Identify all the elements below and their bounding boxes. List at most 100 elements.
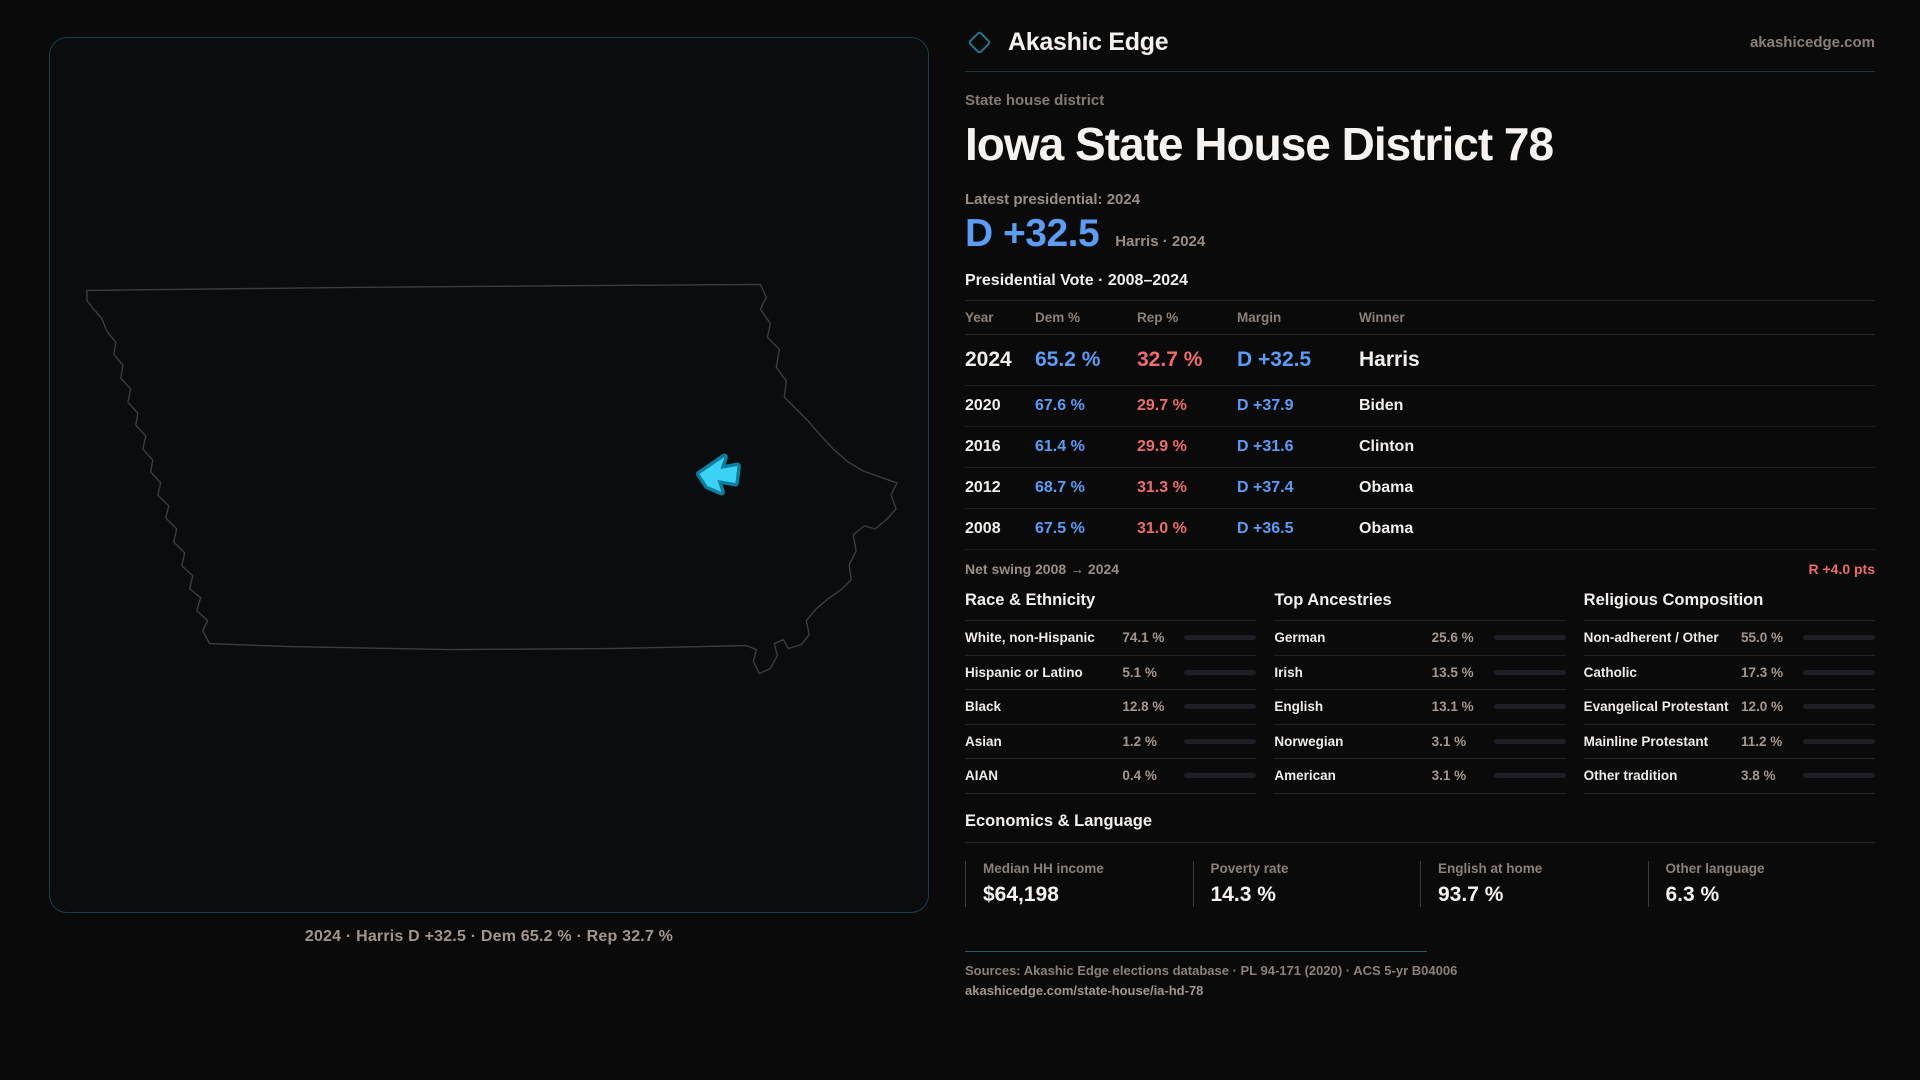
demo-value: 17.3 % xyxy=(1741,664,1784,680)
demo-label: Norwegian xyxy=(1274,733,1344,749)
table-row: 2008 67.5 % 31.0 % D +36.5 Obama xyxy=(965,509,1875,550)
winner-cell: Biden xyxy=(1359,397,1404,414)
brand: Akashic Edge xyxy=(965,28,1169,57)
demo-bar xyxy=(1803,635,1875,641)
kicker: State house district xyxy=(965,92,1105,109)
demo-label: White, non-Hispanic xyxy=(965,630,1095,645)
demo-bar xyxy=(1493,773,1566,779)
demo-row: Asian 1.2 % xyxy=(965,723,1257,759)
demo-value: 3.1 % xyxy=(1431,768,1467,784)
dem-cell: 65.2 % xyxy=(1035,348,1101,371)
demo-bar xyxy=(1184,738,1257,744)
header: Akashic Edge akashicedge.com xyxy=(965,28,1875,72)
dem-cell: 67.5 % xyxy=(1035,520,1085,537)
margin-cell: D +37.9 xyxy=(1237,397,1294,414)
winner-cell: Harris xyxy=(1359,348,1420,371)
demo-label: Evangelical Protestant xyxy=(1583,699,1729,715)
economics-stats: Median HH income $64,198 Poverty rate 14… xyxy=(965,860,1875,907)
demo-label: AIAN xyxy=(965,768,998,784)
margin-cell: D +37.4 xyxy=(1237,479,1294,496)
demo-value: 3.1 % xyxy=(1431,733,1467,749)
demo-row: Hispanic or Latino 5.1 % xyxy=(965,654,1257,690)
stat-value: $64,198 xyxy=(983,882,1059,906)
winner-cell: Obama xyxy=(1359,479,1414,496)
demo-label: Irish xyxy=(1274,664,1303,680)
demo-value: 55.0 % xyxy=(1741,630,1784,646)
demo-bar xyxy=(1184,773,1257,779)
demographics-grid: Race & Ethnicity White, non-Hispanic 74.… xyxy=(965,591,1875,794)
page-title: Iowa State House District 78 xyxy=(965,118,1554,170)
stat-label: Poverty rate xyxy=(1210,860,1289,876)
demo-value: 12.0 % xyxy=(1741,699,1784,715)
stat-english-at-home: English at home 93.7 % xyxy=(1420,860,1648,907)
col-year: Year xyxy=(965,310,994,325)
dem-cell: 61.4 % xyxy=(1035,438,1085,455)
demo-row: Irish 13.5 % xyxy=(1274,654,1566,690)
rep-cell: 31.0 % xyxy=(1137,520,1187,537)
demo-value: 25.6 % xyxy=(1431,630,1474,646)
margin-cell: D +32.5 xyxy=(1237,348,1312,371)
net-swing-value: R +4.0 pts xyxy=(1808,561,1875,577)
year-cell: 2012 xyxy=(965,479,1001,496)
stat-value: 93.7 % xyxy=(1438,882,1504,906)
demo-row: Non-adherent / Other 55.0 % xyxy=(1583,620,1875,655)
table-row: 2016 61.4 % 29.9 % D +31.6 Clinton xyxy=(965,427,1875,468)
year-cell: 2016 xyxy=(965,438,1001,455)
year-cell: 2024 xyxy=(965,348,1012,371)
demo-label: English xyxy=(1274,699,1324,715)
demo-row: English 13.1 % xyxy=(1274,689,1566,724)
stat-value: 14.3 % xyxy=(1210,882,1276,906)
headline-margin: D +32.5 Harris · 2024 xyxy=(965,212,1875,256)
demo-label: Catholic xyxy=(1583,664,1637,680)
ancestries-section: Top Ancestries German 25.6 % Irish 13.5 … xyxy=(1274,591,1566,794)
table-row: 2012 68.7 % 31.3 % D +37.4 Obama xyxy=(965,468,1875,509)
iowa-map xyxy=(86,283,898,675)
stat-label: Other language xyxy=(1665,860,1765,876)
brand-name: Akashic Edge xyxy=(1008,28,1169,56)
demo-bar xyxy=(1803,669,1875,675)
margin-cell: D +36.5 xyxy=(1237,520,1294,537)
demo-label: German xyxy=(1274,630,1326,645)
highlighted-district-shape[interactable] xyxy=(696,453,741,496)
year-cell: 2020 xyxy=(965,397,1001,414)
stat-value: 6.3 % xyxy=(1665,882,1720,906)
demo-row: Other tradition 3.8 % xyxy=(1583,758,1875,793)
stat-median-hh-income: Median HH income $64,198 xyxy=(965,860,1193,907)
table-row: 2020 67.6 % 29.7 % D +37.9 Biden xyxy=(965,386,1875,427)
demo-value: 12.8 % xyxy=(1122,699,1165,715)
rep-cell: 31.3 % xyxy=(1137,479,1187,496)
year-cell: 2008 xyxy=(965,520,1001,537)
net-swing-row: Net swing 2008 → 2024 R +4.0 pts xyxy=(965,550,1875,579)
economics-section: Economics & Language Median HH income $6… xyxy=(965,812,1875,907)
rep-cell: 29.7 % xyxy=(1137,397,1187,414)
demo-label: Hispanic or Latino xyxy=(965,664,1083,680)
demo-row: Catholic 17.3 % xyxy=(1583,654,1875,690)
demo-value: 1.2 % xyxy=(1122,733,1157,749)
demo-value: 13.1 % xyxy=(1431,699,1474,715)
rep-cell: 32.7 % xyxy=(1137,348,1203,371)
demo-row: German 25.6 % xyxy=(1274,620,1566,655)
headline-margin-sub: Harris · 2024 xyxy=(1115,233,1206,250)
col-rep: Rep % xyxy=(1137,310,1179,325)
demo-label: Other tradition xyxy=(1583,768,1678,784)
demo-value: 13.5 % xyxy=(1431,664,1474,680)
margin-cell: D +31.6 xyxy=(1237,438,1294,455)
col-winner: Winner xyxy=(1359,310,1405,325)
permalink[interactable]: akashicedge.com/state-house/ia-hd-78 xyxy=(965,982,1204,998)
rep-cell: 29.9 % xyxy=(1137,438,1187,455)
brand-domain-link[interactable]: akashicedge.com xyxy=(1749,34,1875,51)
stat-label: Median HH income xyxy=(983,860,1104,876)
table-header-row: Year Dem % Rep % Margin Winner xyxy=(965,301,1875,335)
demo-row: Evangelical Protestant 12.0 % xyxy=(1583,689,1875,724)
demo-bar xyxy=(1184,635,1257,641)
demo-row: Black 12.8 % xyxy=(965,689,1257,724)
demo-bar xyxy=(1493,635,1566,641)
demo-value: 11.2 % xyxy=(1741,733,1783,749)
winner-cell: Clinton xyxy=(1359,438,1415,455)
section-title: Top Ancestries xyxy=(1274,591,1392,609)
footer: Sources: Akashic Edge elections database… xyxy=(965,950,1875,998)
col-margin: Margin xyxy=(1237,310,1282,325)
economics-title: Economics & Language xyxy=(965,812,1875,843)
demo-value: 3.8 % xyxy=(1741,768,1776,784)
demo-bar xyxy=(1493,738,1566,744)
